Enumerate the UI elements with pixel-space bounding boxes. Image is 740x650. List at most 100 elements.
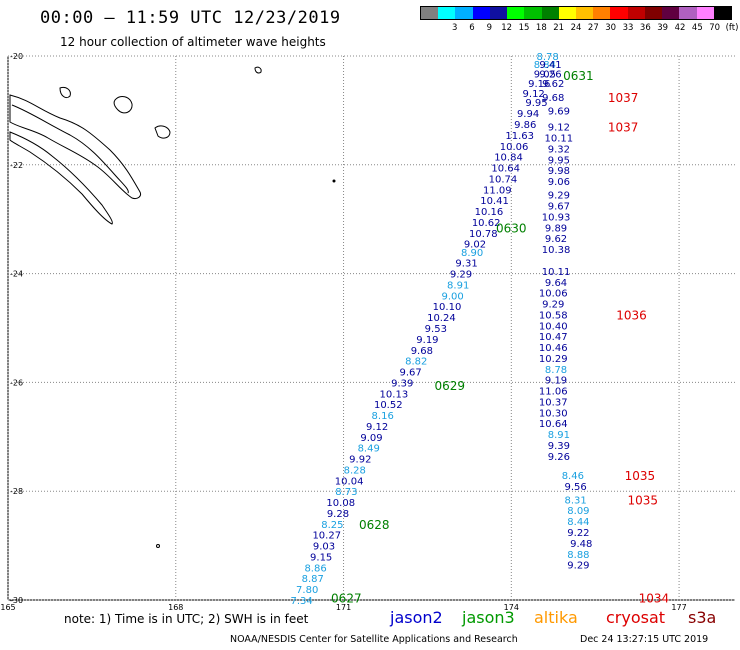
swh-value: 10.46 — [539, 343, 568, 354]
swh-value: 10.78 — [469, 229, 498, 240]
swh-value: 9.95 — [525, 98, 547, 109]
map-grid — [7, 55, 735, 601]
swh-value: 8.82 — [405, 357, 427, 368]
swh-value: 9.31 — [455, 259, 477, 270]
swh-value: 9.26 — [548, 452, 570, 463]
colorbar-swatch — [507, 7, 525, 19]
legend-item-cryosat: cryosat — [606, 608, 666, 627]
swh-value: 9.29 — [450, 270, 472, 281]
credit-text: NOAA/NESDIS Center for Satellite Applica… — [230, 634, 518, 645]
swh-value: 8.31 — [564, 495, 586, 506]
swh-value: 9.98 — [548, 166, 570, 177]
island-loyalty-3 — [154, 125, 171, 139]
swh-value: 9.06 — [548, 177, 570, 188]
island-small-1 — [254, 66, 262, 74]
colorbar-swatch — [524, 7, 542, 19]
lat-tick-label: -20 — [10, 52, 23, 61]
colorbar-swatch — [713, 7, 731, 19]
colorbar-swatch — [696, 7, 714, 19]
pass-time-label: 1035 — [627, 493, 658, 507]
swh-value: 9.29 — [542, 300, 564, 311]
swh-value: 10.10 — [433, 302, 462, 313]
swh-value: 9.86 — [514, 120, 536, 131]
swh-value: 9.12 — [548, 123, 570, 134]
colorbar-swatch — [593, 7, 611, 19]
swh-value: 8.78 — [545, 365, 567, 376]
swh-value: 10.47 — [539, 332, 568, 343]
swh-value: 9.12 — [366, 422, 388, 433]
swh-value: 10.62 — [472, 218, 501, 229]
altimeter-points: 8.788.849.419.059.269.169.629.129.959.68… — [290, 52, 592, 607]
swh-value: 9.32 — [548, 144, 570, 155]
swh-value: 10.27 — [312, 531, 341, 542]
swh-value: 10.74 — [489, 174, 518, 185]
colorbar-label: 24 — [570, 23, 582, 33]
swh-value: 10.08 — [326, 498, 355, 509]
swh-value: 9.56 — [564, 482, 586, 493]
colorbar-swatch — [541, 7, 559, 19]
swh-value: 10.38 — [542, 245, 571, 256]
swh-value: 10.24 — [427, 313, 456, 324]
legend-item-jason3: jason3 — [462, 608, 515, 627]
swh-value: 10.41 — [480, 196, 509, 207]
colorbar-swatch — [610, 7, 628, 19]
swh-value: 8.46 — [562, 471, 584, 482]
swh-value: 10.64 — [539, 419, 568, 430]
swh-value: 9.64 — [545, 278, 567, 289]
pass-time-label: 1037 — [608, 91, 639, 105]
colorbar-swatch — [472, 7, 490, 19]
swh-value: 9.53 — [425, 324, 447, 335]
swh-value: 8.09 — [567, 506, 589, 517]
swh-value: 9.03 — [313, 542, 335, 553]
swh-value: 8.16 — [372, 411, 394, 422]
swh-value: 8.91 — [548, 430, 570, 441]
lat-tick-label: -22 — [10, 161, 23, 170]
legend-item-s3a: s3a — [688, 608, 717, 627]
new-caledonia-inner — [11, 104, 129, 194]
swh-value: 11.09 — [483, 185, 512, 196]
swh-value: 10.58 — [539, 310, 568, 321]
coastline — [9, 66, 262, 225]
footnote: note: 1) Time is in UTC; 2) SWH is in fe… — [64, 612, 309, 626]
pass-time-label: 1037 — [608, 121, 639, 135]
swh-value: 9.62 — [545, 234, 567, 245]
pass-time-label: 1034 — [639, 591, 670, 605]
lon-tick-label: 171 — [336, 603, 351, 612]
generation-timestamp: Dec 24 13:27:15 UTC 2019 — [580, 634, 709, 645]
swh-value: 8.28 — [344, 465, 366, 476]
swh-value: 10.37 — [539, 397, 568, 408]
island-loyalty-1 — [59, 87, 71, 99]
swh-value: 10.04 — [335, 476, 364, 487]
pass-time-label: 0630 — [496, 221, 527, 235]
colorbar-label: 3 — [451, 23, 458, 33]
swh-value: 9.68 — [411, 346, 433, 357]
swh-value: 10.13 — [380, 389, 409, 400]
swh-value: 9.69 — [548, 106, 570, 117]
colorbar-label: 45 — [691, 23, 703, 33]
colorbar-swatch — [575, 7, 594, 19]
pass-time-labels: 0631 1037 1037 0630 1036 0629 1035 1035 0628 0627… — [331, 69, 669, 605]
colorbar — [420, 6, 732, 20]
swh-value: 10.06 — [500, 142, 529, 153]
colorbar-label: 33 — [622, 23, 634, 33]
swh-value: 9.19 — [545, 376, 567, 387]
swh-value: 9.22 — [567, 528, 589, 539]
swh-value: 9.39 — [548, 441, 570, 452]
swh-value: 9.29 — [548, 191, 570, 202]
colorbar-label: 30 — [605, 23, 617, 33]
lat-tick-label: -26 — [10, 378, 23, 387]
axis-labels: 165 168 171 174 177 -20 -22 -24 -26 -28 -30 — [0, 52, 686, 612]
swh-value: 10.29 — [539, 354, 568, 365]
swh-value: 10.52 — [374, 400, 403, 411]
swh-value: 9.94 — [517, 109, 539, 120]
swh-value: 8.90 — [461, 248, 483, 259]
swh-value: 9.67 — [548, 202, 570, 213]
swh-value: 7.34 — [290, 596, 312, 607]
islet-dot — [156, 544, 160, 548]
colorbar-label: 21 — [553, 23, 565, 33]
colorbar-swatch — [627, 7, 645, 19]
swh-value: 9.62 — [542, 79, 564, 90]
swh-value: 10.11 — [545, 134, 574, 145]
lat-tick-label: -28 — [10, 487, 23, 496]
